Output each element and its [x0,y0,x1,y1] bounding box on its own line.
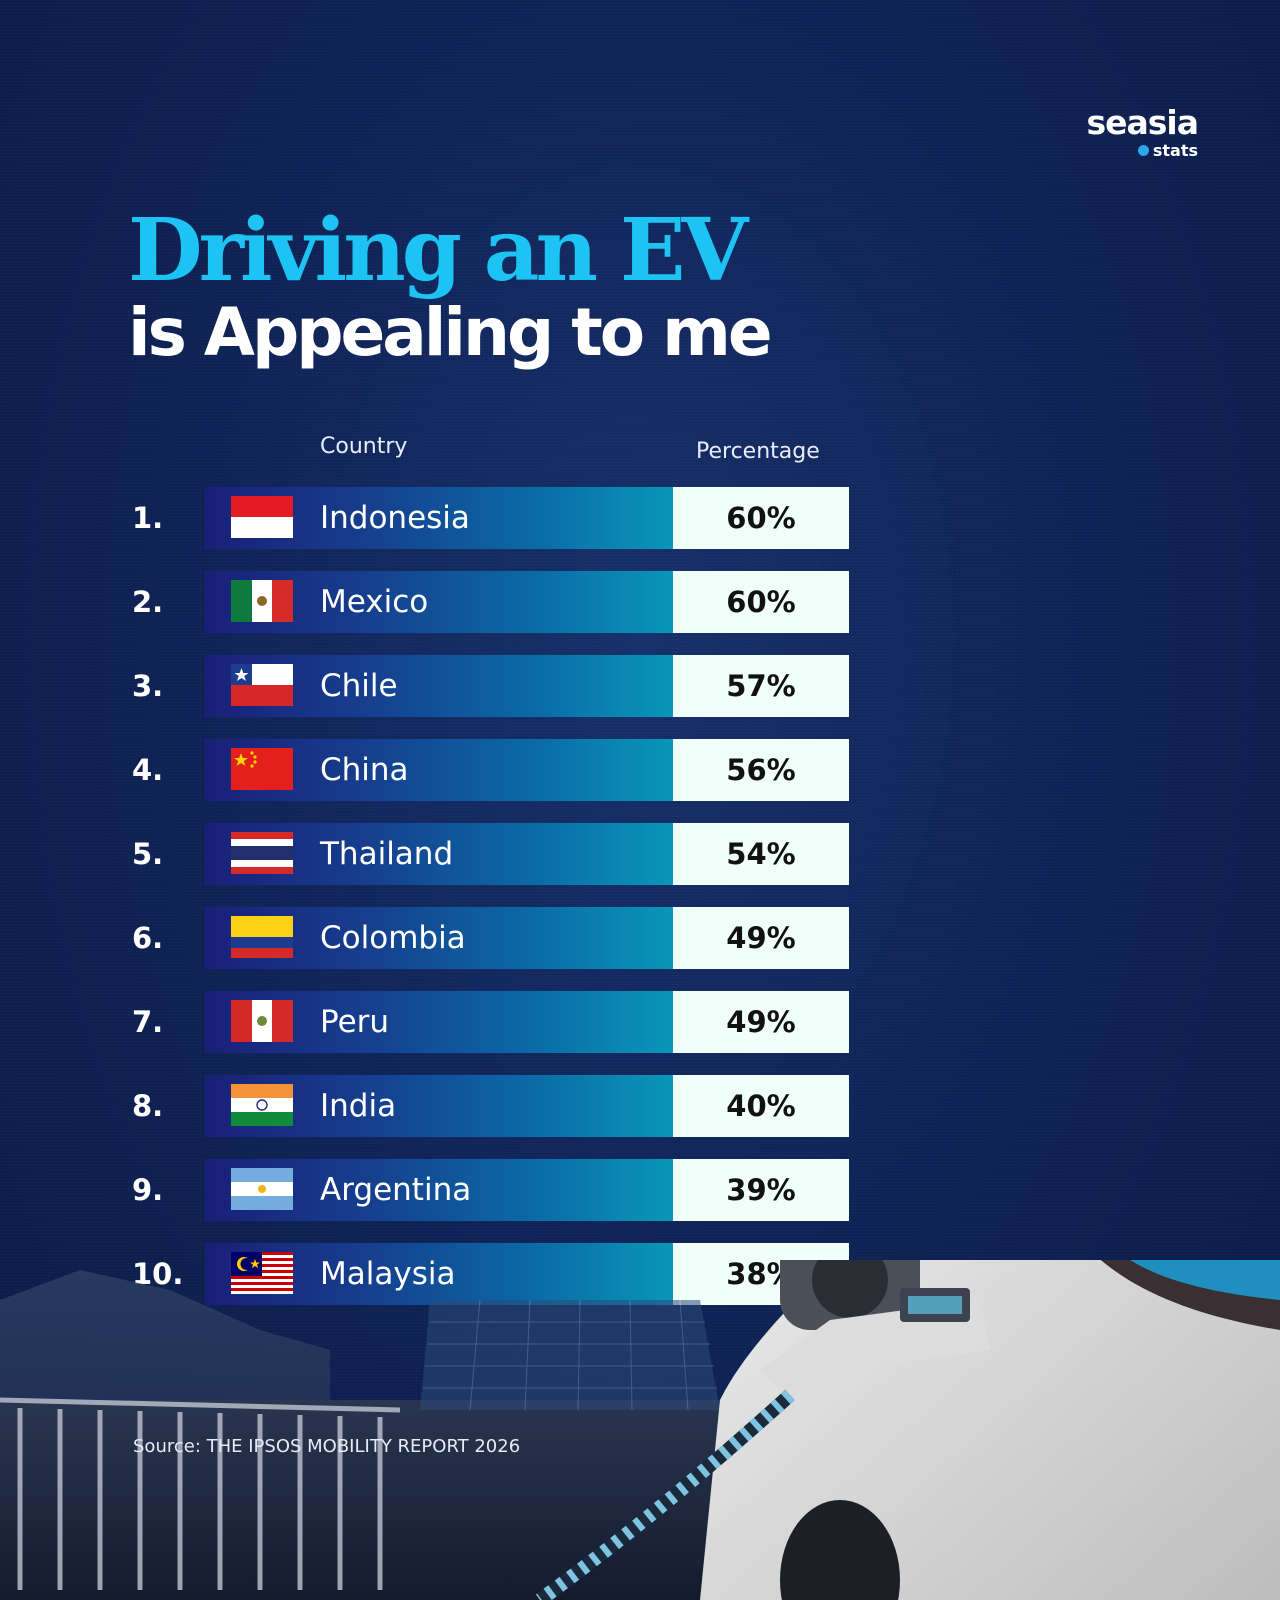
rank-label: 6. [132,921,164,955]
rank-label: 9. [132,1173,164,1207]
table-row: 5. Thailand 54% [132,823,849,885]
title-main: is Appealing to me [128,294,773,371]
malaysia-flag-icon [231,1252,293,1294]
country-bar: Peru [205,991,673,1053]
india-flag-icon [231,1084,293,1126]
percentage-value: 54% [673,823,849,885]
header-country: Country [320,434,408,459]
table-row: 4. China 56% [132,739,849,801]
country-name: India [320,1088,397,1124]
country-bar: Thailand [205,823,673,885]
table-row: 3. Chile 57% [132,655,849,717]
ev-charging-scene-illustration [0,1260,1280,1600]
title-accent: Driving an EV [128,200,748,301]
percentage-value: 40% [673,1075,849,1137]
percentage-value: 60% [673,571,849,633]
country-bar: Colombia [205,907,673,969]
country-bar: Chile [205,655,673,717]
country-name: Chile [320,668,398,704]
seasia-stats-logo: seasia stats [1086,103,1199,160]
chile-flag-icon [231,664,293,706]
thailand-flag-icon [231,832,293,874]
country-name: Colombia [320,920,466,956]
indonesia-flag-icon [231,496,293,538]
table-row: 2. Mexico 60% [132,571,849,633]
table-row: 1. Indonesia 60% [132,487,849,549]
country-bar: China [205,739,673,801]
source-note: Source: THE IPSOS MOBILITY REPORT 2026 [133,1436,521,1457]
rank-label: 4. [132,753,164,787]
country-name: Indonesia [320,500,470,536]
logo-dot-icon [1137,145,1149,156]
rank-label: 8. [132,1089,164,1123]
country-bar: Indonesia [205,487,673,549]
country-name: Thailand [320,836,454,872]
percentage-value: 57% [673,655,849,717]
rank-label: 3. [132,669,164,703]
peru-flag-icon [231,1000,293,1042]
country-bar: Malaysia [205,1243,673,1305]
header-percentage: Percentage [696,439,820,464]
logo-sub-text: stats [1152,141,1198,160]
rank-label: 2. [132,585,164,619]
argentina-flag-icon [231,1168,293,1210]
percentage-value: 49% [673,991,849,1053]
logo-sub: stats [1086,141,1198,160]
table-row: 8. India 40% [132,1075,849,1137]
table-row: 7. Peru 49% [132,991,849,1053]
table-row: 9. Argentina 39% [132,1159,849,1221]
table-row: 6. Colombia 49% [132,907,849,969]
china-flag-icon [231,748,293,790]
country-name: China [320,752,409,788]
rank-label: 1. [132,501,164,535]
country-name: Peru [320,1004,390,1040]
country-name: Malaysia [320,1256,456,1292]
country-bar: India [205,1075,673,1137]
percentage-value: 56% [673,739,849,801]
country-bar: Mexico [205,571,673,633]
mexico-flag-icon [231,580,293,622]
country-name: Argentina [320,1172,472,1208]
percentage-value: 39% [673,1159,849,1221]
rank-label: 7. [132,1005,164,1039]
colombia-flag-icon [231,916,293,958]
percentage-value: 49% [673,907,849,969]
rank-label: 5. [132,837,164,871]
logo-wordmark: seasia [1086,103,1199,142]
country-bar: Argentina [205,1159,673,1221]
percentage-value: 60% [673,487,849,549]
country-name: Mexico [320,584,429,620]
